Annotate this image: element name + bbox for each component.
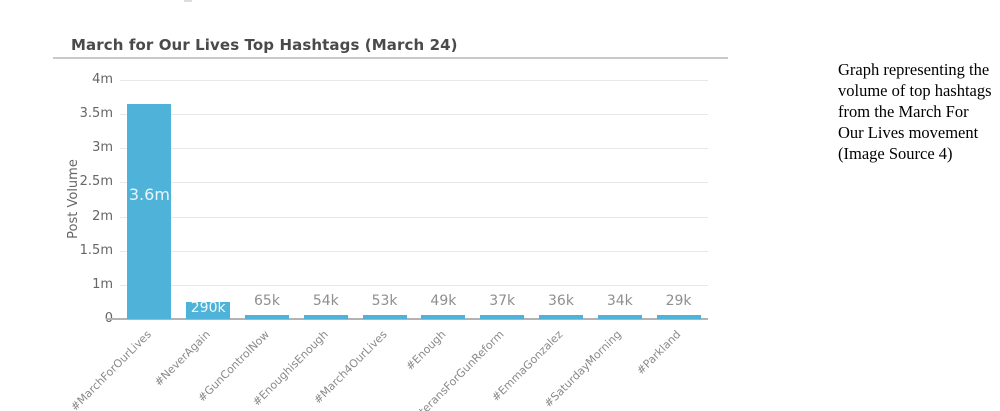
bar-value-label: 34k	[606, 293, 633, 309]
caption-line: (Image Source 4)	[838, 144, 953, 163]
y-gridline	[120, 251, 708, 252]
plot-area: 4m3.5m3m2.5m2m1.5m1m03.6m#MarchForOurLiv…	[68, 72, 708, 411]
caption-line: from the March For	[838, 102, 969, 121]
image-caption: Graph representing the volume of top hash…	[838, 59, 1000, 164]
bar	[303, 315, 348, 319]
bar-value-label: 3.6m	[128, 185, 170, 204]
bar-slot: 3.6m #MarchForOurLives	[68, 80, 179, 411]
bar-value-label: 49k	[430, 293, 457, 309]
bar-slot: 65k #GunControlNow	[195, 80, 297, 405]
y-gridline	[120, 182, 708, 183]
bar-slot: 49k #Enough	[403, 80, 473, 373]
bar	[656, 315, 701, 319]
y-gridline	[120, 217, 708, 218]
bar-slot: 54k #EnoughisEnough	[250, 80, 355, 409]
bar	[127, 104, 172, 319]
chart-title-row: March for Our Lives Top Hashtags (March …	[53, 30, 728, 59]
bar-slot: 37k #VeteransForGunReform	[401, 80, 532, 411]
bar	[186, 302, 231, 319]
y-gridline	[120, 114, 708, 115]
y-gridline	[120, 80, 708, 81]
bar	[480, 315, 525, 319]
y-gridline	[120, 148, 708, 149]
bar-value-label: 54k	[312, 293, 339, 309]
y-tick-label: 4m	[92, 72, 113, 87]
bar-value-label: 290k	[190, 300, 226, 316]
bar	[597, 315, 642, 319]
bar-value-label: 37k	[489, 293, 516, 309]
x-axis-label: #VeteransForGunReform	[400, 327, 507, 411]
bar-value-label: 65k	[254, 293, 280, 309]
bar-slot: 290k #NeverAgain	[152, 80, 238, 389]
bar-value-label: 36k	[548, 293, 574, 309]
y-tick-label: 2m	[92, 209, 113, 224]
x-axis-line	[106, 318, 708, 320]
bar	[244, 315, 289, 319]
y-tick-label: 2.5m	[79, 174, 113, 189]
x-axis-label: #NeverAgain	[151, 327, 213, 389]
bar-value-label: 29k	[665, 293, 692, 309]
top-edge-artifact	[184, 0, 192, 2]
caption-line: Our Lives movement	[838, 123, 979, 142]
bar-slot: 29k #Parkland	[634, 80, 708, 377]
bar	[362, 315, 407, 319]
caption-line: Graph representing the	[838, 60, 990, 79]
chart-title: March for Our Lives Top Hashtags (March …	[71, 36, 458, 54]
bar	[538, 315, 583, 319]
bar-slot: 53k #March4OurLives	[311, 80, 414, 406]
x-axis-label: #Parkland	[633, 327, 684, 378]
hashtag-volume-chart: March for Our Lives Top Hashtags (March …	[53, 30, 728, 411]
y-tick-label: 1m	[92, 277, 113, 292]
x-axis-label: #MarchForOurLives	[68, 327, 155, 411]
caption-line: volume of top hashtags	[838, 81, 992, 100]
y-tick-label: 3.5m	[79, 106, 113, 121]
y-tick-label: 3m	[92, 140, 113, 155]
x-axis-label: #Enough	[402, 327, 449, 374]
y-tick-label: 1.5m	[79, 243, 113, 258]
chart-body: Post Volume 4m3.5m3m2.5m2m1.5m1m03.6m#Ma…	[53, 59, 728, 411]
bar-value-label: 53k	[371, 293, 398, 309]
y-axis-title: Post Volume	[66, 159, 81, 239]
bar-slot: 34k #SaturdayMorning	[542, 80, 649, 410]
y-gridline	[120, 285, 708, 286]
bar-slot: 36k #EmmaGonzalez	[489, 80, 591, 404]
bar	[421, 315, 466, 319]
